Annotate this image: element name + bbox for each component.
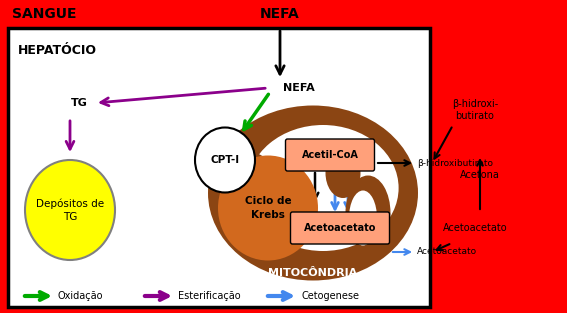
Ellipse shape	[325, 148, 361, 198]
Text: NEFA: NEFA	[260, 7, 300, 21]
Text: HEPATÓCIO: HEPATÓCIO	[18, 44, 97, 57]
Ellipse shape	[247, 125, 399, 251]
Text: Acetil-CoA: Acetil-CoA	[302, 150, 358, 160]
Ellipse shape	[208, 105, 418, 280]
Ellipse shape	[226, 153, 281, 253]
Text: Depósitos de
TG: Depósitos de TG	[36, 198, 104, 222]
Text: β-hidroxibutirato: β-hidroxibutirato	[417, 158, 493, 167]
FancyBboxPatch shape	[8, 28, 430, 307]
Text: Ciclo de
Krebs: Ciclo de Krebs	[245, 196, 291, 220]
Text: Esterificação: Esterificação	[178, 291, 240, 301]
Text: MITOCÔNDRIA: MITOCÔNDRIA	[268, 268, 358, 278]
Text: β-hidroxi-
butirato: β-hidroxi- butirato	[452, 99, 498, 121]
Text: Acetoacetato: Acetoacetato	[304, 223, 376, 233]
Ellipse shape	[240, 161, 276, 235]
Text: Cetogenese: Cetogenese	[301, 291, 359, 301]
Text: CPT-I: CPT-I	[210, 155, 240, 165]
Text: TG: TG	[71, 98, 88, 108]
Text: Acetona: Acetona	[460, 170, 500, 180]
Ellipse shape	[349, 191, 377, 245]
Ellipse shape	[25, 160, 115, 260]
Ellipse shape	[195, 127, 255, 192]
Text: Acetoacetato: Acetoacetato	[443, 223, 507, 233]
Text: SANGUE: SANGUE	[12, 7, 77, 21]
FancyBboxPatch shape	[286, 139, 374, 171]
FancyBboxPatch shape	[290, 212, 390, 244]
Ellipse shape	[345, 176, 391, 250]
Text: NEFA: NEFA	[283, 83, 315, 93]
Text: Oxidação: Oxidação	[58, 291, 104, 301]
Text: Acetoacetato: Acetoacetato	[417, 248, 477, 256]
Ellipse shape	[218, 156, 318, 260]
